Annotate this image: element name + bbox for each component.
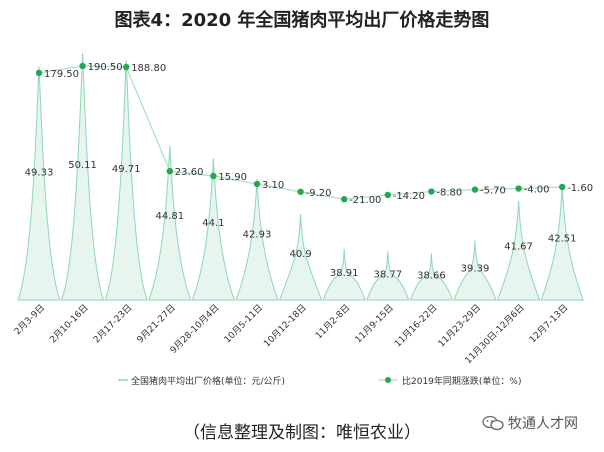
line-point-5 — [253, 180, 261, 188]
bar-label-10: 39.39 — [461, 263, 490, 274]
x-tick-label-3: 9月21-27日 — [135, 302, 178, 345]
x-tick-label-12: 12月7-13日 — [527, 302, 570, 345]
legend-item-yoy: 比2019年同期涨跌(单位：%) — [378, 375, 521, 387]
bar-price-1 — [60, 53, 105, 301]
line-label-11: -4.00 — [524, 185, 550, 196]
x-tick-label-0: 2月3-9日 — [12, 302, 47, 337]
bar-price-11 — [496, 200, 541, 301]
labels-layer: 49.33 50.11 49.71 44.81 44.1 42.93 40.9 38.91 38… — [25, 62, 593, 281]
bars-layer — [17, 53, 584, 301]
line-label-4: 15.90 — [218, 172, 247, 183]
line-point-7 — [341, 196, 348, 203]
source-note: （信息整理及制图：唯恒农业） — [183, 423, 421, 443]
x-tick-label-9: 11月16-22日 — [392, 302, 439, 349]
bar-price-9 — [409, 253, 454, 301]
line-label-12: -1.60 — [567, 183, 593, 194]
bar-label-11: 41.67 — [504, 241, 533, 252]
legend: 全国猪肉平均出厂价格(单位：元/公斤) 比2019年同期涨跌(单位：%) — [118, 375, 521, 387]
bar-price-5 — [235, 178, 279, 301]
bar-price-3 — [148, 145, 192, 301]
x-tick-label-6: 10月12-18日 — [262, 302, 309, 349]
line-point-1 — [79, 62, 86, 70]
line-label-0: 179.50 — [44, 69, 79, 80]
legend-swatch-marker — [385, 377, 391, 383]
bar-label-5: 42.93 — [243, 229, 272, 240]
legend-label-yoy: 比2019年同期涨跌(单位：%) — [402, 375, 521, 387]
line-layer — [35, 62, 566, 203]
line-point-9 — [428, 188, 435, 195]
chart-title: 图表4：2020 年全国猪肉平均出厂价格走势图 — [114, 10, 490, 31]
line-point-6 — [297, 188, 304, 195]
bar-label-0: 49.33 — [25, 168, 54, 179]
line-label-7: -21.00 — [349, 195, 381, 206]
line-point-2 — [123, 63, 130, 71]
line-label-3: 23.60 — [175, 167, 204, 178]
line-label-5: 3.10 — [262, 180, 284, 191]
bar-label-4: 44.1 — [202, 218, 224, 229]
x-tick-labels: 2月3-9日 2月10-16日 2月17-23日 9月21-27日9月28-10月4日… — [12, 302, 570, 366]
line-label-9: -8.80 — [436, 188, 462, 199]
bar-label-9: 38.66 — [417, 270, 446, 281]
line-point-8 — [384, 191, 391, 199]
wechat-icon — [482, 415, 504, 431]
line-label-2: 188.80 — [131, 63, 166, 74]
watermark-text: 牧通人才网 — [508, 416, 578, 432]
line-point-4 — [210, 172, 217, 180]
x-tick-label-8: 11月9-15日 — [353, 302, 396, 345]
legend-item-price: 全国猪肉平均出厂价格(单位：元/公斤) — [118, 375, 285, 387]
bar-label-2: 49.71 — [112, 164, 141, 175]
bar-price-6 — [278, 214, 323, 301]
bar-label-7: 38.91 — [330, 268, 359, 279]
watermark: 牧通人才网 — [482, 413, 578, 433]
x-tick-label-1: 2月10-16日 — [48, 302, 91, 345]
line-point-3 — [166, 167, 173, 175]
bar-price-10 — [453, 240, 497, 301]
line-point-12 — [559, 183, 566, 191]
x-tick-label-5: 10月5-11日 — [222, 302, 265, 345]
bar-price-0 — [17, 66, 61, 301]
x-tick-label-7: 11月2-8日 — [313, 302, 352, 341]
legend-label-price: 全国猪肉平均出厂价格(单位：元/公斤) — [131, 375, 285, 387]
line-point-10 — [471, 186, 479, 193]
x-tick-label-2: 2月17-23日 — [91, 302, 134, 345]
bar-label-6: 40.9 — [289, 249, 311, 260]
bar-price-8 — [366, 251, 410, 301]
line-label-10: -5.70 — [480, 186, 506, 197]
line-label-1: 190.50 — [88, 62, 123, 73]
line-point-11 — [515, 185, 522, 192]
bar-label-3: 44.81 — [155, 211, 184, 222]
line-yoy-change — [38, 65, 563, 200]
line-point-0 — [35, 69, 43, 77]
bar-price-4 — [191, 158, 236, 301]
bar-price-7 — [322, 249, 366, 301]
line-label-8: -14.20 — [393, 191, 425, 202]
bar-price-2 — [104, 60, 148, 301]
bar-label-1: 50.11 — [68, 160, 97, 171]
line-label-6: -9.20 — [306, 188, 332, 199]
bar-label-8: 38.77 — [373, 269, 402, 280]
x-tick-label-10: 11月23-29日 — [436, 302, 483, 349]
bar-label-12: 42.51 — [548, 233, 577, 244]
